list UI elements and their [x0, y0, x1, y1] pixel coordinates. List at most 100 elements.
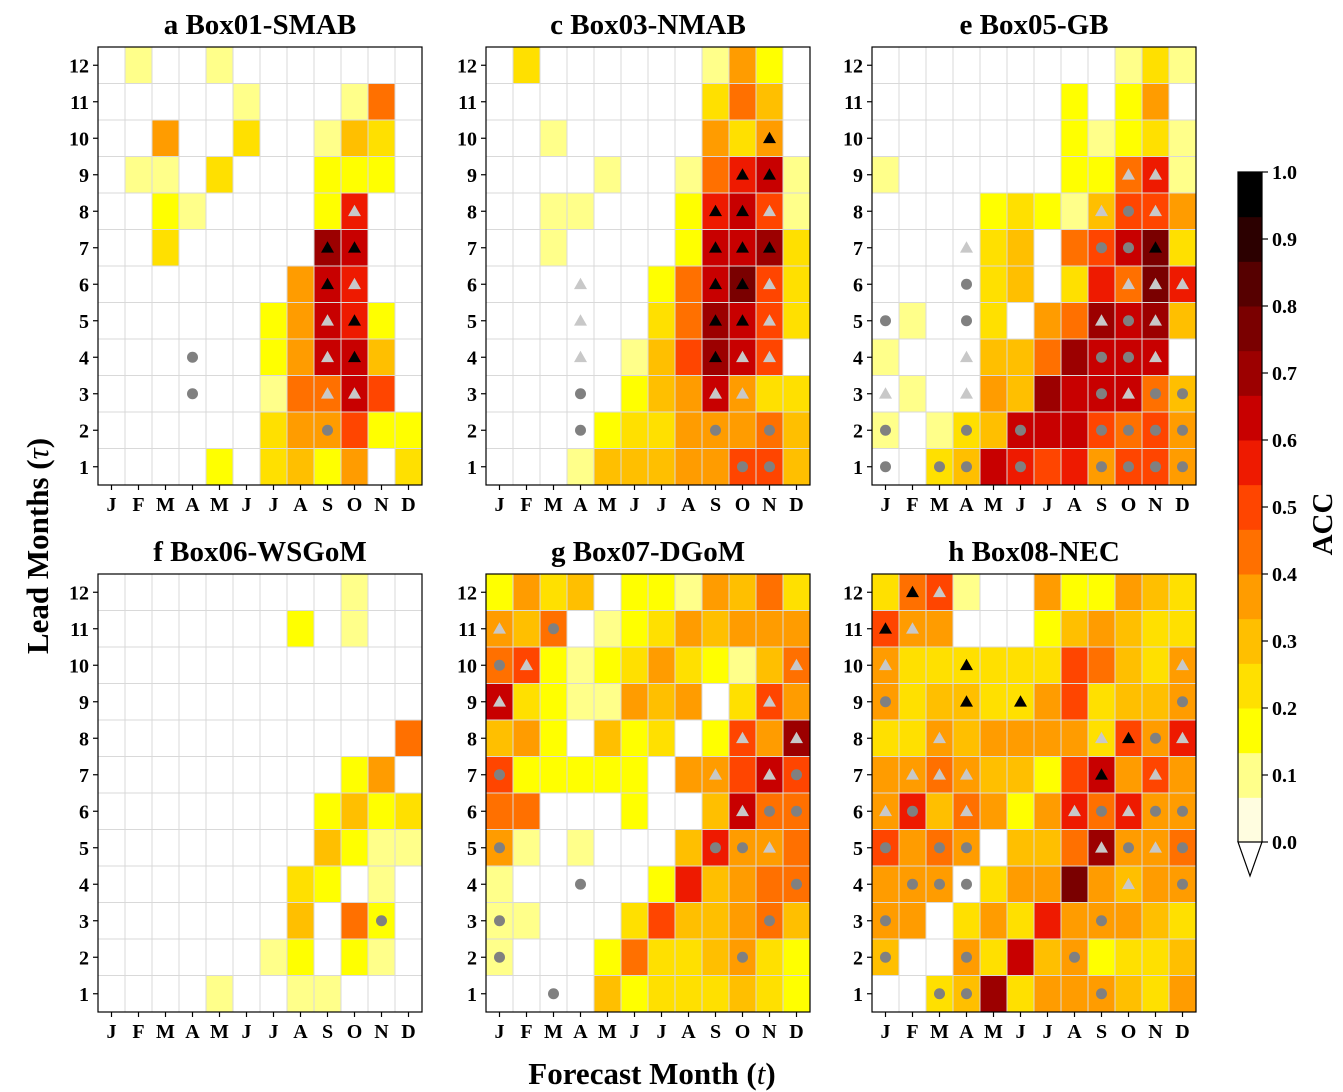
heatmap-cell — [1141, 610, 1170, 648]
heatmap-cell — [97, 975, 126, 1013]
heatmap-cell — [259, 756, 288, 794]
heatmap-cell — [340, 902, 369, 940]
marker-circle — [548, 988, 559, 1000]
heatmap-cell — [124, 229, 153, 267]
heatmap-cell — [782, 610, 811, 648]
heatmap-cell — [512, 902, 541, 940]
marker-triangle — [763, 350, 776, 363]
heatmap-cell — [1060, 375, 1089, 413]
heatmap-cell — [367, 683, 396, 721]
heatmap-cell — [340, 46, 369, 84]
plot-frame — [871, 46, 1197, 486]
x-tick-label: J — [269, 494, 279, 516]
heatmap-cell — [674, 938, 703, 976]
heatmap-cell — [647, 902, 676, 940]
heatmap-cell — [394, 865, 423, 903]
heatmap-cell — [539, 302, 568, 340]
heatmap-cell — [979, 119, 1008, 157]
heatmap-cell — [485, 338, 514, 376]
heatmap-cell — [952, 902, 981, 940]
heatmap-cell — [178, 756, 207, 794]
y-tick-label: 7 — [853, 238, 863, 260]
heatmap-cell — [178, 83, 207, 121]
heatmap-cell — [485, 448, 514, 486]
heatmap-cell — [151, 338, 180, 376]
colorbar-tick-label: 0.9 — [1272, 229, 1297, 251]
marker-triangle — [709, 387, 722, 399]
heatmap-cell — [674, 756, 703, 794]
y-tick-label: 3 — [79, 911, 89, 933]
colorbar-segment — [1238, 663, 1262, 709]
heatmap-cell — [1060, 573, 1089, 611]
heatmap-cell — [367, 756, 396, 794]
marker-circle — [961, 461, 972, 473]
x-tick-label: J — [657, 1021, 667, 1043]
x-tick-label: J — [242, 494, 252, 516]
heatmap-cell — [151, 156, 180, 194]
heatmap-cell — [97, 792, 126, 830]
heatmap-cell — [485, 83, 514, 121]
heatmap-cell — [1006, 46, 1035, 84]
marker-circle — [1150, 461, 1161, 473]
heatmap-cell — [313, 448, 342, 486]
heatmap-cell — [1168, 302, 1197, 340]
heatmap-cell — [205, 119, 234, 157]
heatmap-cell — [1033, 156, 1062, 194]
heatmap-cell — [728, 156, 757, 194]
heatmap-cell — [782, 119, 811, 157]
marker-triangle — [906, 622, 919, 634]
marker-circle — [1015, 424, 1026, 436]
x-tick-label: O — [347, 494, 363, 516]
heatmap-cell — [286, 646, 315, 684]
marker-triangle — [1176, 277, 1189, 290]
heatmap-cell — [97, 375, 126, 413]
heatmap-cell — [394, 119, 423, 157]
heatmap-cell — [205, 792, 234, 830]
heatmap-cell — [124, 792, 153, 830]
x-tick-label: A — [1067, 1021, 1082, 1043]
heatmap-cell — [979, 192, 1008, 230]
x-tick-label: D — [401, 1021, 415, 1043]
heatmap-cell — [1060, 448, 1089, 486]
heatmap-cell — [340, 975, 369, 1013]
heatmap-cell — [313, 610, 342, 648]
heatmap-cell — [394, 975, 423, 1013]
heatmap-cells — [485, 573, 811, 1013]
heatmap-cell — [97, 865, 126, 903]
heatmap-cell — [485, 646, 514, 684]
heatmap-cell — [1087, 573, 1116, 611]
heatmap-cell — [701, 46, 730, 84]
x-tick-label: O — [735, 494, 751, 516]
heatmap-cell — [151, 448, 180, 486]
marker-circle — [737, 951, 748, 963]
heatmap-cell — [1141, 119, 1170, 157]
heatmap-cell — [871, 229, 900, 267]
heatmap-cell — [178, 302, 207, 340]
heatmap-cell — [674, 375, 703, 413]
heatmap-cell — [1060, 719, 1089, 757]
heatmap-cell — [620, 646, 649, 684]
marker-circle — [1123, 351, 1134, 363]
heatmap-cell — [593, 448, 622, 486]
heatmap-cell — [1087, 156, 1116, 194]
heatmap-cell — [1168, 229, 1197, 267]
heatmap-cell — [728, 411, 757, 449]
marker-triangle — [1149, 241, 1162, 253]
heatmap-cell — [124, 302, 153, 340]
heatmap-cell — [979, 829, 1008, 867]
heatmap-cell — [925, 411, 954, 449]
heatmap-cell — [178, 902, 207, 940]
panel-title: h Box08-NEC — [948, 536, 1120, 568]
heatmap-cell — [1168, 156, 1197, 194]
heatmap-cell — [340, 829, 369, 867]
heatmap-cell — [701, 865, 730, 903]
heatmap-cell — [539, 192, 568, 230]
colorbar-segment — [1238, 529, 1262, 575]
heatmap-cell — [1087, 610, 1116, 648]
heatmap-cell — [232, 865, 261, 903]
marker-triangle — [1068, 804, 1081, 817]
heatmap-cells — [871, 573, 1197, 1013]
heatmap-cell — [97, 938, 126, 976]
marker-triangle — [763, 168, 776, 180]
marker-circle — [1096, 242, 1107, 254]
